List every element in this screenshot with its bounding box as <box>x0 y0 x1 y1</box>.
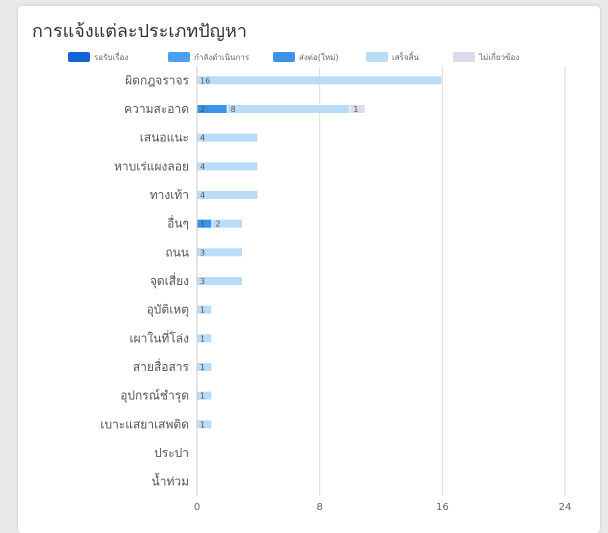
category-label: เผาในที่โล่ง <box>129 329 189 345</box>
category-label: ทางเท้า <box>150 188 189 202</box>
bar-segment[interactable] <box>227 105 350 113</box>
bar-segment[interactable] <box>197 219 212 228</box>
bar-segment[interactable] <box>197 420 212 429</box>
category-label: เบาะแสยาเสพติด <box>100 417 189 431</box>
bar-value-label: 16 <box>200 76 210 85</box>
chart-title: การแจ้งแต่ละประเภทปัญหา <box>32 21 247 42</box>
legend-item[interactable]: รอรับเรื่อง <box>68 50 128 64</box>
bar-value-label: 1 <box>200 334 205 343</box>
bar-segment[interactable] <box>197 105 227 113</box>
legend-swatch <box>453 52 475 62</box>
legend-label: ไม่เกี่ยวข้อง <box>479 52 520 62</box>
legend-item[interactable]: ไม่เกี่ยวข้อง <box>453 50 519 64</box>
legend-label: เสร็จสิ้น <box>392 52 419 62</box>
bar-value-label: 4 <box>200 162 205 171</box>
legend-item[interactable]: ส่งต่อ(ใหม่) <box>273 50 338 64</box>
chart-card: การแจ้งแต่ละประเภทปัญหา รอรับเรื่อง กำลัง… <box>18 6 600 533</box>
category-label: น้ำท่วม <box>152 473 190 489</box>
bar-segment[interactable] <box>197 133 258 142</box>
bar-value-label: 1 <box>200 420 205 429</box>
bar-segment[interactable] <box>197 334 212 343</box>
bar-segment[interactable] <box>197 363 212 371</box>
bar-value-label: 1 <box>353 105 358 114</box>
legend-swatch <box>168 52 190 62</box>
legend-label: ส่งต่อ(ใหม่) <box>299 52 339 62</box>
category-label: อื่นๆ <box>167 215 189 231</box>
bar-value-label: 1 <box>200 220 205 229</box>
chart-legend: รอรับเรื่อง กำลังดำเนินการ ส่งต่อ(ใหม่) เสร… <box>68 50 578 66</box>
category-label: สายสื่อสาร <box>133 358 190 374</box>
bar-segment[interactable] <box>197 305 212 314</box>
category-label: จุดเสี่ยง <box>150 272 189 289</box>
legend-label: รอรับเรื่อง <box>94 52 129 62</box>
bar-value-label: 1 <box>200 363 205 372</box>
category-label: ถนน <box>165 245 189 259</box>
x-tick-label: 8 <box>316 502 322 513</box>
x-tick-label: 16 <box>436 502 449 513</box>
bar-segment[interactable] <box>350 105 365 113</box>
category-label: ผิดกฎจราจร <box>125 73 189 87</box>
legend-item[interactable]: กำลังดำเนินการ <box>168 50 249 64</box>
bar-value-label: 3 <box>200 248 205 257</box>
bar-segment[interactable] <box>212 219 242 228</box>
x-tick-label: 24 <box>559 502 572 513</box>
legend-swatch <box>273 52 295 62</box>
category-label: ความสะอาด <box>124 102 189 116</box>
legend-label: กำลังดำเนินการ <box>194 52 250 62</box>
legend-swatch <box>68 52 90 62</box>
bar-value-label: 2 <box>215 220 220 229</box>
bar-value-label: 1 <box>200 392 205 401</box>
bar-segment[interactable] <box>197 191 258 199</box>
bar-segment[interactable] <box>197 391 212 400</box>
bar-value-label: 1 <box>200 306 205 315</box>
bar-segment[interactable] <box>197 162 258 171</box>
bar-value-label: 2 <box>200 105 205 114</box>
category-label: หาบเร่แผงลอย <box>114 159 189 173</box>
bar-segment[interactable] <box>197 277 242 285</box>
bar-value-label: 4 <box>200 191 205 200</box>
category-label: เสนอแนะ <box>140 131 189 145</box>
bar-value-label: 4 <box>200 134 205 143</box>
category-label: ประปา <box>154 446 189 460</box>
x-tick-label: 0 <box>194 502 200 513</box>
bar-segment[interactable] <box>197 248 242 257</box>
bar-value-label: 3 <box>200 277 205 286</box>
bar-value-label: 8 <box>231 105 236 114</box>
legend-item[interactable]: เสร็จสิ้น <box>366 50 419 64</box>
category-label: อุปกรณ์ชำรุด <box>120 389 189 404</box>
category-label: อุบัติเหตุ <box>147 303 189 318</box>
legend-swatch <box>366 52 388 62</box>
bar-segment[interactable] <box>197 76 442 85</box>
